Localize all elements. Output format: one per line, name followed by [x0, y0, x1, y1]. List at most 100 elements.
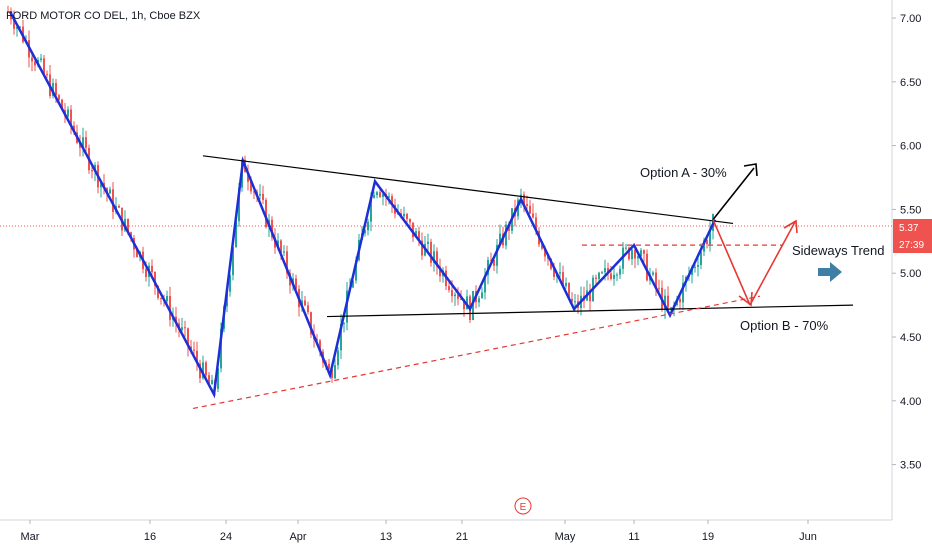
candle-body [523, 194, 525, 204]
option-b-arrow-down[interactable] [712, 219, 751, 306]
candle-body [352, 280, 354, 288]
candle-body [184, 327, 186, 329]
option-a-arrow[interactable] [712, 167, 755, 221]
resistance-trendline[interactable] [202, 155, 734, 225]
candle-body [472, 291, 474, 320]
time-axis[interactable]: Mar 16 24 Apr 13 21 May 11 19 Jun [21, 520, 817, 543]
candle-body [610, 273, 612, 279]
candle-body [700, 251, 702, 265]
candle-body [709, 230, 711, 245]
candle-body [427, 241, 429, 244]
candle-body [484, 275, 486, 293]
candle-body [61, 99, 63, 110]
candle-body [187, 328, 189, 347]
candle-body [343, 322, 345, 324]
candle-body [154, 272, 156, 286]
candle-body [481, 292, 483, 299]
candle-body [541, 244, 543, 249]
candle-body [262, 193, 264, 200]
candle-body [493, 259, 495, 266]
candle-body [670, 307, 672, 309]
candle-body [91, 170, 93, 172]
candle-body [208, 375, 210, 385]
candle-body [247, 172, 249, 182]
candle-body [79, 142, 81, 148]
time-tick-label: 24 [220, 531, 232, 543]
candle-body [553, 268, 555, 277]
candle-body [430, 241, 432, 263]
option-a-arrowhead[interactable] [743, 163, 758, 177]
candle-body [19, 26, 21, 28]
candle-body [595, 277, 597, 279]
candle-body [328, 363, 330, 370]
candle-body [643, 250, 645, 254]
candle-body [337, 350, 339, 366]
candle-body [259, 193, 261, 196]
candle-body [613, 274, 615, 279]
candle-body [190, 346, 192, 350]
candle-body [373, 195, 375, 198]
candle-body [118, 205, 120, 208]
candle-body [562, 272, 564, 287]
candle-body [436, 251, 438, 267]
countdown-value: 27:39 [899, 240, 924, 251]
candle-body [355, 260, 357, 281]
candle-body [658, 287, 660, 289]
candle-body [43, 58, 45, 75]
candle-body [250, 181, 252, 192]
candle-body [166, 296, 168, 302]
candle-body [496, 244, 498, 266]
option-b-arrowhead[interactable] [738, 291, 753, 307]
candle-body [304, 300, 306, 306]
candle-body [403, 213, 405, 217]
candle-body [418, 231, 420, 241]
candle-body [625, 247, 627, 249]
event-marker[interactable] [514, 497, 532, 515]
candle-body [382, 194, 384, 197]
option-a-label: Option A - 30% [640, 165, 727, 180]
candle-body [460, 298, 462, 300]
price-tick-label: 4.00 [900, 396, 921, 408]
rising-support-dashed[interactable] [192, 295, 761, 410]
countdown-badge [893, 236, 932, 253]
candle-body [40, 58, 42, 60]
candle-body [319, 340, 321, 352]
candle-body [331, 369, 333, 379]
option-b-arrowhead-up[interactable] [783, 219, 798, 234]
candle-body [283, 251, 285, 253]
candle-body [55, 83, 57, 96]
candle-body [607, 268, 609, 274]
support-trendline[interactable] [326, 304, 854, 318]
price-tick-label: 6.00 [900, 141, 921, 153]
candle-body [679, 298, 681, 303]
candle-body [439, 266, 441, 277]
time-tick-label: Apr [289, 531, 306, 543]
candle-body [505, 224, 507, 246]
candle-body [640, 250, 642, 257]
candle-body [565, 282, 567, 287]
candle-body [406, 213, 408, 220]
candle-body [307, 305, 309, 313]
candle-body [409, 219, 411, 223]
time-tick-label: Jun [799, 531, 817, 543]
candle-body [448, 286, 450, 291]
price-axis[interactable]: 7.00 6.50 6.00 5.50 5.00 4.50 4.00 3.50 [892, 13, 921, 472]
candle-body [694, 266, 696, 268]
candle-body [85, 137, 87, 148]
candle-body [7, 11, 9, 13]
pattern-zigzag[interactable] [8, 11, 717, 399]
time-tick-label: 13 [380, 531, 392, 543]
option-b-arrow-up[interactable] [749, 221, 796, 306]
symbol-title: FORD MOTOR CO DEL, 1h, Cboe BZX [6, 10, 201, 22]
candle-body [601, 272, 603, 274]
candle-body [31, 57, 33, 62]
candle-body [100, 182, 102, 188]
candle-body [529, 205, 531, 214]
event-marker-label: E [520, 502, 527, 513]
candle-body [67, 109, 69, 117]
candle-body [535, 217, 537, 231]
candle-body [655, 272, 657, 288]
candle-body [646, 253, 648, 281]
candle-body [295, 278, 297, 289]
candle-body [109, 189, 111, 194]
